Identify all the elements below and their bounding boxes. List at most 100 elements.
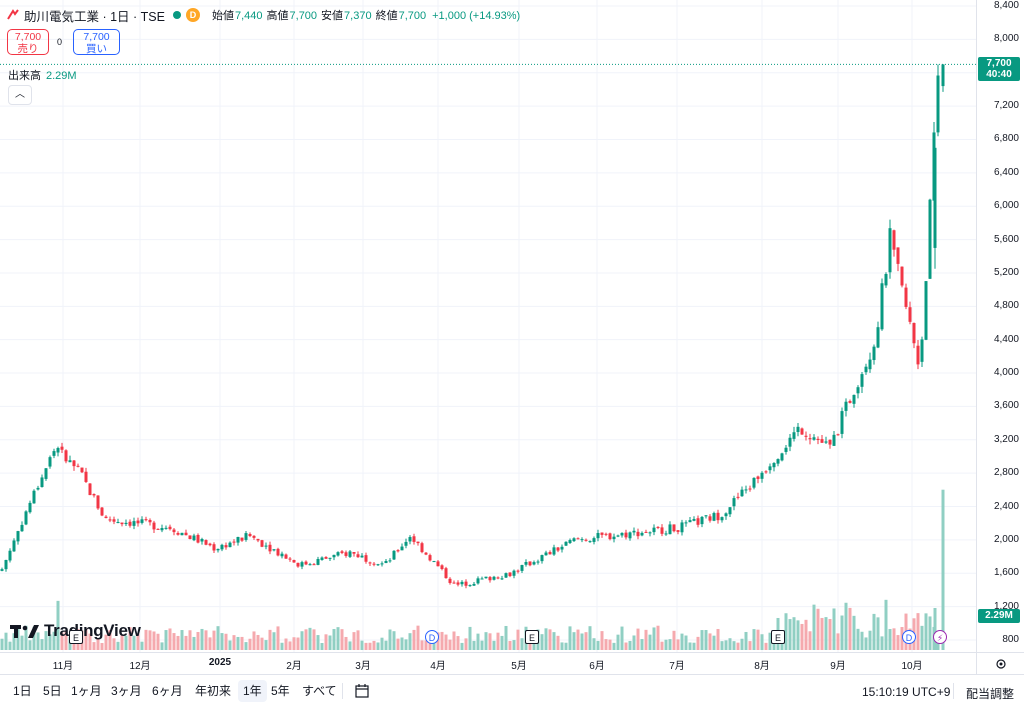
collapse-legend-button[interactable]: ︿ xyxy=(8,85,32,105)
range-button[interactable]: 6ヶ月 xyxy=(152,684,183,698)
timezone-display[interactable]: 15:10:19 UTC+9 xyxy=(862,685,951,699)
gear-icon[interactable] xyxy=(995,658,1007,670)
time-axis[interactable]: 11月 12月 2025 2月 3月 4月 5月 6月 7月 8月 9月 10月 xyxy=(0,652,976,675)
candle-body xyxy=(656,526,660,528)
volume-bar xyxy=(356,630,360,650)
volume-bar xyxy=(868,630,872,650)
dividend-marker[interactable]: D xyxy=(425,630,439,644)
volume-bar xyxy=(336,627,340,650)
volume-bar xyxy=(892,628,896,650)
time-axis-label: 2025 xyxy=(208,657,232,668)
volume-bar xyxy=(672,630,676,650)
candle-body xyxy=(60,446,64,450)
volume-bar xyxy=(312,629,316,650)
candle-body xyxy=(936,75,940,133)
time-axis-label: 6月 xyxy=(589,661,605,672)
range-button[interactable]: 5日 xyxy=(43,684,62,698)
volume-bar xyxy=(36,632,40,650)
volume-bar xyxy=(468,626,472,650)
candle-body xyxy=(48,457,52,467)
candle-body xyxy=(592,538,596,542)
candle-body xyxy=(892,230,896,250)
range-button[interactable]: 5年 xyxy=(271,684,290,698)
candle-body xyxy=(328,557,332,559)
volume-bar xyxy=(920,625,924,650)
candle-body xyxy=(452,582,456,584)
company-logo-icon xyxy=(7,9,19,20)
candle-body xyxy=(84,471,88,482)
dividend-adjust-toggle[interactable]: 配当調整 xyxy=(966,687,1015,701)
volume-bar xyxy=(288,641,292,650)
volume-bar xyxy=(240,636,244,650)
price-axis-label: 2,400 xyxy=(993,500,1019,512)
price-axis-label: 6,400 xyxy=(993,166,1019,178)
volume-bar xyxy=(588,626,592,650)
candle-body xyxy=(168,526,172,530)
spread-value: 0 xyxy=(57,37,63,47)
delayed-data-badge[interactable]: D xyxy=(185,8,200,22)
price-axis[interactable]: 8,4008,0007,6007,2006,8006,4006,0005,600… xyxy=(976,0,1024,652)
tradingview-logo[interactable]: TradingView xyxy=(10,621,141,641)
volume-bar xyxy=(488,633,492,650)
volume-bar xyxy=(300,631,304,650)
symbol-title[interactable]: 助川電気工業 · 1日 · TSE xyxy=(24,9,165,24)
volume-bar xyxy=(348,641,352,650)
candle-body xyxy=(364,555,368,562)
earnings-marker[interactable]: E xyxy=(525,630,539,644)
volume-bar xyxy=(820,617,824,650)
volume-bar xyxy=(92,642,96,650)
range-button[interactable]: 1年 xyxy=(238,680,267,702)
volume-bar xyxy=(684,635,688,650)
volume-bar xyxy=(828,618,832,650)
candle-body xyxy=(108,519,112,521)
candle-body xyxy=(420,543,424,553)
volume-legend[interactable]: 出来高 2.29M xyxy=(8,67,77,83)
axis-settings[interactable] xyxy=(976,652,1024,675)
candle-body xyxy=(476,578,480,584)
split-marker[interactable]: ⚡ xyxy=(933,630,947,644)
candle-body xyxy=(280,553,284,557)
dividend-marker[interactable]: D xyxy=(902,630,916,644)
earnings-marker[interactable]: E xyxy=(771,630,785,644)
volume-bar xyxy=(16,626,20,650)
range-button[interactable]: 年初来 xyxy=(195,684,232,698)
price-axis-label: 3,200 xyxy=(993,433,1019,445)
volume-bar xyxy=(216,626,220,650)
price-axis-label: 1,200 xyxy=(993,600,1019,612)
volume-bar xyxy=(612,642,616,650)
price-chart[interactable] xyxy=(0,0,976,652)
volume-bar xyxy=(692,642,696,650)
volume-bar xyxy=(856,628,860,650)
candle-body xyxy=(352,552,356,554)
candle-body xyxy=(156,528,160,530)
volume-bar xyxy=(724,640,728,650)
volume-bar xyxy=(444,634,448,650)
candle-body xyxy=(252,535,256,538)
range-button[interactable]: すべて xyxy=(302,684,337,698)
calendar-goto-icon[interactable] xyxy=(354,683,370,699)
sell-button[interactable]: 7,700 売り xyxy=(7,29,49,55)
candle-body xyxy=(32,490,36,504)
candle-body xyxy=(8,550,12,561)
candle-body xyxy=(872,346,876,361)
volume-bar xyxy=(784,613,788,650)
candle-body xyxy=(432,561,436,563)
candle-body xyxy=(16,531,20,542)
volume-bar xyxy=(328,635,332,650)
candle-body xyxy=(164,527,168,529)
earnings-marker[interactable]: E xyxy=(69,630,83,644)
volume-bar xyxy=(292,637,296,650)
time-axis-label: 11月 xyxy=(52,661,74,672)
range-button[interactable]: 1日 xyxy=(13,684,32,698)
volume-bar xyxy=(648,634,652,650)
volume-bar xyxy=(760,634,764,650)
volume-bar xyxy=(668,639,672,650)
volume-bar xyxy=(280,642,284,650)
range-button[interactable]: 3ヶ月 xyxy=(111,684,142,698)
volume-bar xyxy=(716,628,720,650)
range-button[interactable]: 1ヶ月 xyxy=(71,684,102,698)
volume-bar xyxy=(204,630,208,650)
chart-area[interactable] xyxy=(0,0,976,652)
volume-bar xyxy=(516,629,520,650)
buy-button[interactable]: 7,700 買い xyxy=(73,29,120,55)
